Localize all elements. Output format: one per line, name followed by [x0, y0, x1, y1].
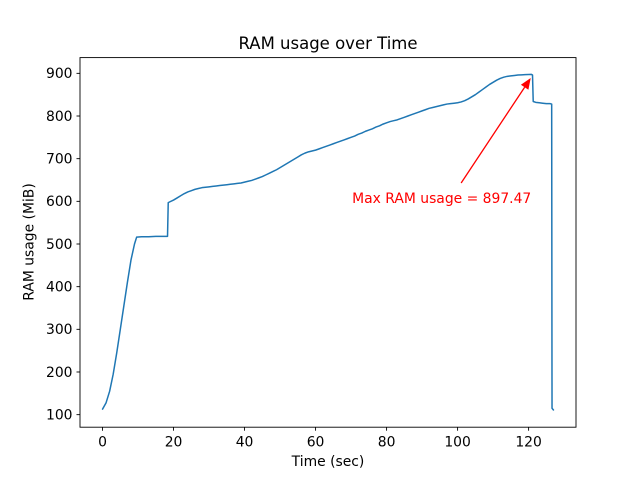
x-tick-label: 0 [98, 435, 107, 451]
y-tick-label: 600 [46, 194, 73, 210]
x-tick-label: 40 [236, 435, 254, 451]
y-tick-label: 400 [46, 279, 73, 295]
y-tick-label: 100 [46, 407, 73, 423]
y-tick-label: 300 [46, 322, 73, 338]
x-tick-label: 80 [378, 435, 396, 451]
x-tick-label: 100 [444, 435, 471, 451]
ram-usage-line [101, 73, 555, 411]
y-tick-label: 500 [46, 237, 73, 253]
annotation-arrow-line [460, 86, 526, 184]
y-tick-label: 200 [46, 365, 73, 381]
x-tick-label: 120 [515, 435, 542, 451]
plot-border [79, 57, 577, 428]
chart-title: RAM usage over Time [238, 34, 418, 53]
x-tick-label: 60 [307, 435, 325, 451]
y-tick-label: 700 [46, 151, 73, 167]
annotation-arrowhead [520, 78, 531, 90]
x-axis-label: Time (sec) [291, 454, 365, 470]
max-annotation-label: Max RAM usage = 897.47 [352, 190, 532, 207]
y-tick-label: 900 [46, 66, 73, 82]
y-tick-label: 800 [46, 109, 73, 125]
x-tick-label: 20 [165, 435, 183, 451]
y-axis-label: RAM usage (MiB) [21, 183, 38, 301]
